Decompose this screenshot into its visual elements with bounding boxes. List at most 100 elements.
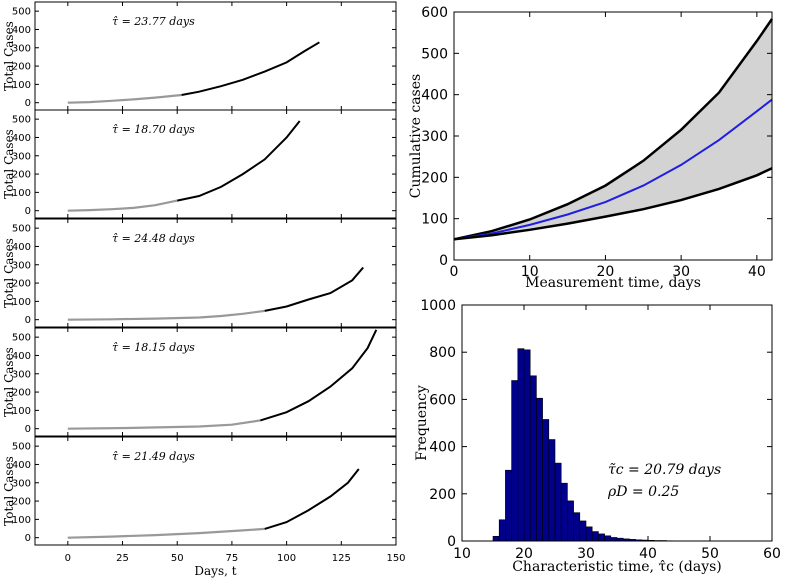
histogram-bar bbox=[579, 520, 587, 542]
y-tick-label: 300 bbox=[12, 369, 31, 380]
y-tick-label: 400 bbox=[12, 133, 31, 144]
tau-annotation: τ̂ = 24.48 days bbox=[112, 232, 195, 245]
x-tick-label: 20 bbox=[515, 546, 533, 562]
lower-series-line bbox=[453, 167, 773, 241]
late-series-line bbox=[264, 468, 360, 530]
late-series-line bbox=[260, 329, 378, 422]
y-tick-label: 0 bbox=[25, 424, 31, 435]
early-series-line bbox=[67, 199, 178, 212]
y-axis-label: Frequency bbox=[414, 385, 430, 461]
axes-box bbox=[34, 1, 397, 111]
histogram-bar bbox=[567, 500, 574, 542]
y-tick-label: 500 bbox=[12, 442, 31, 453]
upper-series-line bbox=[453, 18, 774, 241]
y-tick-label: 200 bbox=[12, 279, 31, 290]
y-tick-label: 800 bbox=[429, 345, 456, 361]
y-tick-label: 100 bbox=[12, 297, 31, 308]
tau-annotation: τ̂ = 21.49 days bbox=[112, 450, 195, 463]
histogram-bar bbox=[591, 531, 599, 542]
y-tick-label: 200 bbox=[12, 170, 31, 181]
histogram-bar bbox=[498, 519, 506, 542]
histogram-bar bbox=[529, 375, 537, 542]
histogram-bar bbox=[517, 348, 525, 542]
histogram-bar bbox=[598, 533, 605, 542]
early-series-line bbox=[67, 527, 265, 539]
x-tick-label: 40 bbox=[748, 264, 766, 280]
y-tick-label: 600 bbox=[421, 5, 448, 21]
histogram-bar bbox=[573, 512, 581, 542]
y-tick-label: 0 bbox=[25, 315, 31, 326]
y-tick-label: 100 bbox=[12, 406, 31, 417]
y-tick-label: 100 bbox=[421, 212, 448, 228]
y-tick-label: 200 bbox=[429, 487, 456, 503]
y-tick-label: 0 bbox=[25, 206, 31, 217]
y-tick-label: 0 bbox=[25, 533, 31, 544]
y-tick-label: 300 bbox=[12, 151, 31, 162]
y-tick-label: 400 bbox=[421, 88, 448, 104]
late-series-line bbox=[176, 120, 301, 202]
y-tick-label: 200 bbox=[421, 170, 448, 186]
y-axis-label: Cumulative cases bbox=[408, 74, 424, 198]
y-tick-label: 400 bbox=[12, 242, 31, 253]
x-tick-label: 10 bbox=[453, 546, 471, 562]
y-tick-label: 400 bbox=[12, 25, 31, 36]
y-tick-label: 200 bbox=[12, 497, 31, 508]
y-tick-label: 300 bbox=[12, 260, 31, 271]
median-series-line bbox=[453, 98, 773, 241]
late-series-line bbox=[264, 266, 364, 312]
confidence-band bbox=[454, 19, 772, 240]
axes-box bbox=[34, 218, 397, 328]
x-tick-label: 50 bbox=[171, 553, 184, 564]
x-tick-label: 30 bbox=[672, 264, 690, 280]
tau-tilde-annotation: τ̃c = 20.79 days bbox=[608, 462, 721, 478]
x-tick-label: 100 bbox=[277, 553, 296, 564]
histogram-bar bbox=[560, 482, 568, 542]
early-series-line bbox=[67, 93, 182, 104]
histogram-bar bbox=[511, 380, 519, 542]
y-tick-label: 500 bbox=[12, 7, 31, 18]
tau-annotation: τ̂ = 18.15 days bbox=[112, 341, 195, 354]
tau-annotation: τ̂ = 18.70 days bbox=[112, 123, 195, 136]
early-series-line bbox=[67, 309, 265, 321]
y-tick-label: 600 bbox=[429, 392, 456, 408]
early-series-line bbox=[67, 419, 261, 430]
y-tick-label: 500 bbox=[12, 224, 31, 235]
y-axis-label: Total Cases bbox=[2, 347, 16, 417]
x-tick-label: 0 bbox=[450, 264, 459, 280]
axes-box bbox=[34, 327, 397, 437]
histogram-chart: 0 200 400 600 800 1000 10 20 30 40 50 60 Characteris… bbox=[414, 298, 781, 575]
y-tick-label: 0 bbox=[439, 253, 448, 269]
y-tick-label: 200 bbox=[12, 62, 31, 73]
y-tick-label: 100 bbox=[12, 515, 31, 526]
x-tick-label: 125 bbox=[332, 553, 351, 564]
y-axis-label: Total Cases bbox=[2, 456, 16, 526]
x-axis-label: Measurement time, days bbox=[525, 275, 701, 291]
histogram-bar bbox=[604, 535, 612, 542]
y-axis-label: Total Cases bbox=[2, 238, 16, 308]
y-tick-label: 0 bbox=[25, 98, 31, 109]
x-tick-label: 75 bbox=[226, 553, 239, 564]
rho-annotation: ρD = 0.25 bbox=[607, 484, 679, 500]
subplot-3: 0 100 200 300 400 500 τ̂ = 24.48 days Total Cas… bbox=[2, 218, 397, 328]
axes-frame bbox=[461, 304, 773, 542]
x-tick-label: 20 bbox=[597, 264, 615, 280]
y-tick-label: 400 bbox=[12, 460, 31, 471]
x-axis-label: Days, t bbox=[194, 564, 236, 578]
axes-box bbox=[34, 436, 397, 546]
y-tick-label: 200 bbox=[12, 388, 31, 399]
subplot-4: 0 100 200 300 400 500 τ̂ = 18.15 days Total Cas… bbox=[2, 327, 397, 437]
y-tick-label: 400 bbox=[12, 351, 31, 362]
subplot-5: 0 100 200 300 400 500 τ̂ = 21.49 days Total Cas… bbox=[2, 436, 397, 546]
cumulative-cases-chart: 0 100 200 300 400 500 600 0 10 20 30 40 Measurement … bbox=[408, 5, 774, 291]
y-axis-label: Total Cases bbox=[2, 129, 16, 199]
axes-box bbox=[34, 109, 397, 219]
histogram-bar bbox=[492, 535, 500, 542]
y-tick-label: 100 bbox=[12, 80, 31, 91]
y-tick-label: 300 bbox=[12, 478, 31, 489]
tau-annotation: τ̂ = 23.77 days bbox=[112, 15, 195, 28]
x-tick-label: 10 bbox=[521, 264, 539, 280]
y-tick-label: 300 bbox=[12, 43, 31, 54]
histogram-bar bbox=[505, 469, 512, 542]
x-tick-label: 0 bbox=[65, 553, 71, 564]
